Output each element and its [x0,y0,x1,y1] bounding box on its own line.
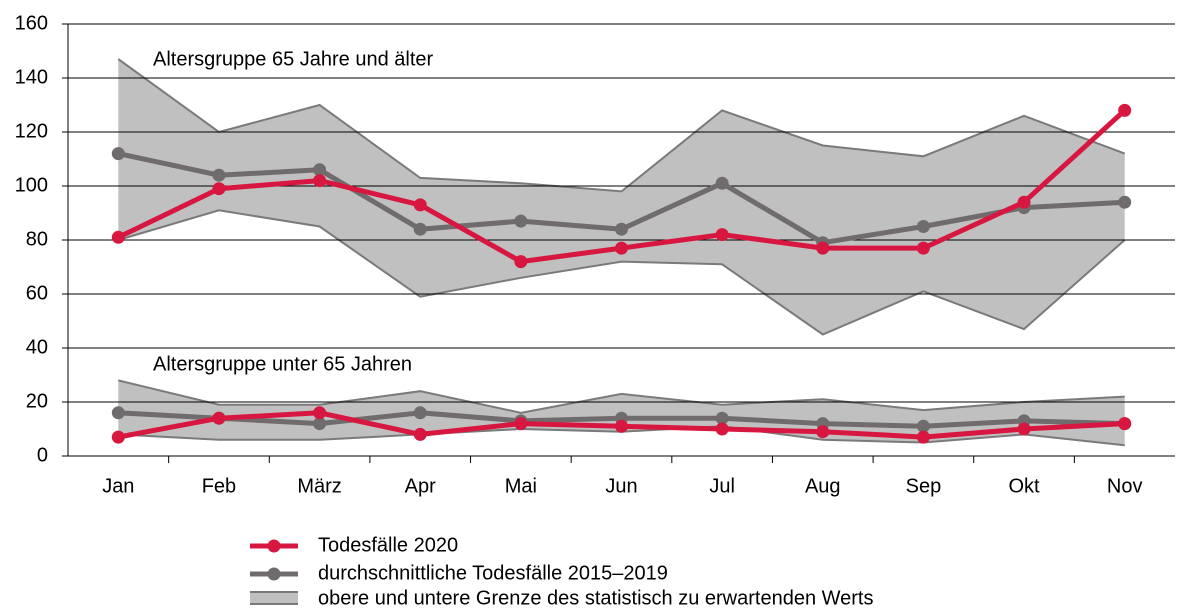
x-tick-label: Nov [1107,475,1143,497]
y-tick-label: 40 [26,336,48,358]
band-upper [118,379,1125,414]
marker [313,174,327,188]
x-tick-label: Sep [906,475,942,497]
y-tick-label: 0 [37,444,48,466]
x-tick-label: Okt [1008,475,1040,497]
marker [212,168,226,182]
legend-label: obere und untere Grenze des statistisch … [318,587,873,609]
marker [715,411,729,425]
legend-label: Todesfälle 2020 [318,534,458,556]
x-tick-label: Mai [505,475,537,497]
marker [916,220,930,233]
marker [715,176,729,190]
marker [1118,417,1132,431]
x-tick-label: März [297,475,341,497]
marker [313,406,327,420]
band-lower [118,209,1126,336]
y-tick-label: 80 [26,228,48,250]
group-label: Altersgruppe unter 65 Jahren [153,353,412,375]
marker [1118,195,1132,209]
marker [313,417,327,431]
marker [615,419,628,433]
legend-label: durchschnittliche Todesfälle 2015–2019 [318,562,668,584]
marker [111,430,125,444]
marker [413,198,427,212]
marker [111,406,125,420]
group-label: Altersgruppe 65 Jahre und älter [153,48,434,70]
marker [514,255,528,269]
marker [615,241,628,255]
marker [715,422,729,436]
y-tick-label: 160 [15,12,48,34]
marker [916,430,930,444]
y-tick-label: 120 [15,120,48,142]
x-tick-label: Apr [405,475,436,497]
marker [413,406,427,420]
marker [1017,422,1031,436]
y-tick-label: 20 [26,390,48,412]
marker [615,222,628,236]
marker [111,147,125,161]
legend-marker [267,539,281,553]
marker [1118,103,1132,117]
marker [212,411,226,425]
marker [212,182,226,196]
x-tick-label: Jan [102,475,134,497]
marker [413,427,427,441]
marker [715,228,729,242]
marker [313,163,327,177]
x-tick-label: Feb [202,475,236,497]
x-tick-label: Jun [605,475,637,497]
marker [816,241,830,255]
band-area [118,59,1125,335]
marker [1017,195,1031,209]
y-tick-label: 60 [26,282,48,304]
legend-swatch [250,591,298,605]
marker [514,417,528,431]
marker [514,214,528,228]
y-tick-label: 140 [15,66,48,88]
marker [816,425,830,439]
x-tick-label: Aug [805,475,841,497]
x-tick-label: Jul [709,475,735,497]
marker [916,241,930,255]
marker [413,222,427,236]
marker [111,230,125,244]
band-upper [117,58,1126,193]
legend-marker [267,567,281,581]
y-tick-label: 100 [15,174,48,196]
marker [916,419,930,433]
